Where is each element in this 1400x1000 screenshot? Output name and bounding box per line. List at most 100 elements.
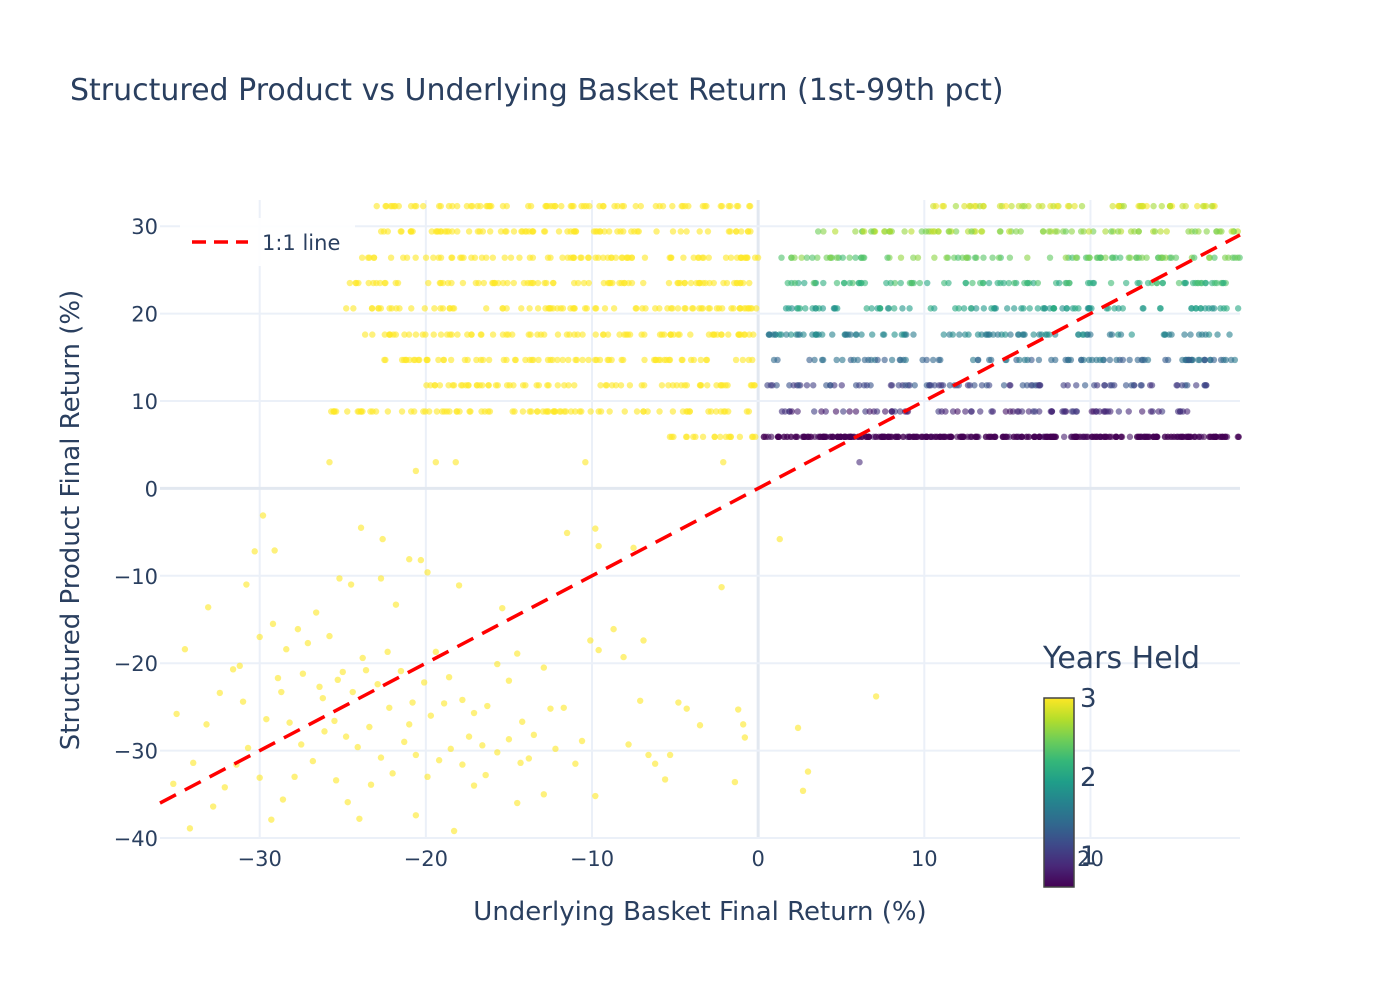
scatter-point (571, 331, 578, 338)
scatter-point (882, 408, 889, 415)
scatter-point (377, 754, 385, 761)
scatter-point (863, 382, 871, 389)
scatter-point (812, 305, 819, 312)
scatter-point (881, 228, 888, 235)
scatter-point (956, 331, 963, 338)
scatter-point (1041, 305, 1049, 312)
scatter-point (818, 408, 825, 415)
scatter-point (541, 228, 549, 235)
scatter-point (783, 331, 790, 338)
scatter-point (1085, 305, 1093, 312)
scatter-point (1157, 228, 1164, 235)
one-to-one-line (159, 233, 1241, 805)
scatter-point (366, 254, 373, 261)
scatter-point (412, 467, 420, 475)
scatter-point (1036, 382, 1044, 389)
scatter-point (1030, 331, 1037, 338)
scatter-point (584, 254, 592, 261)
scatter-point (554, 382, 561, 389)
scatter-point (1060, 433, 1068, 441)
scatter-point (585, 356, 592, 364)
scatter-point (1117, 254, 1124, 261)
scatter-point (735, 331, 743, 338)
scatter-point (1195, 433, 1203, 441)
scatter-point (1128, 331, 1135, 338)
scatter-point (906, 305, 913, 312)
scatter-point (356, 815, 363, 822)
scatter-point (1146, 382, 1154, 389)
scatter-point (1214, 331, 1221, 338)
scatter-point (286, 719, 293, 726)
scatter-point (1081, 433, 1089, 441)
scatter-point (1210, 356, 1218, 364)
scatter-point (592, 792, 599, 800)
scatter-point (974, 356, 982, 364)
scatter-point (1018, 433, 1026, 441)
scatter-point (633, 408, 641, 415)
scatter-point (361, 331, 369, 338)
scatter-point (579, 356, 586, 364)
scatter-point (897, 356, 904, 364)
scatter-point (540, 664, 548, 671)
scatter-point (910, 254, 917, 261)
scatter-point (616, 331, 623, 338)
scatter-point (804, 768, 812, 775)
scatter-point (868, 305, 875, 312)
scatter-point (922, 433, 929, 441)
scatter-point (432, 458, 440, 466)
scatter-point (484, 408, 492, 415)
scatter-point (711, 433, 718, 441)
scatter-point (503, 356, 510, 364)
scatter-point (784, 279, 791, 287)
scatter-point (597, 408, 605, 415)
scatter-point (656, 305, 663, 312)
colorbar-tick-label: 1 (1080, 842, 1097, 872)
scatter-point (510, 228, 518, 235)
scatter-point (863, 305, 870, 312)
scatter-point (386, 331, 394, 338)
scatter-point (732, 228, 740, 235)
scatter-point (833, 254, 840, 261)
x-tick-label: 20 (1077, 847, 1104, 871)
scatter-point (659, 202, 667, 210)
scatter-point (888, 408, 895, 415)
scatter-point (972, 433, 979, 441)
scatter-point (370, 254, 378, 261)
scatter-point (1119, 356, 1127, 364)
scatter-point (321, 728, 328, 735)
scatter-point (1018, 408, 1026, 415)
scatter-point (406, 556, 413, 563)
scatter-point (796, 305, 804, 312)
scatter-point (503, 305, 510, 312)
scatter-point (1006, 254, 1014, 261)
scatter-point (608, 254, 615, 261)
scatter-point (1053, 228, 1061, 235)
scatter-point (554, 331, 562, 338)
scatter-point (1138, 382, 1145, 389)
scatter-point (412, 812, 420, 819)
scatter-point (931, 382, 938, 389)
scatter-point (765, 331, 773, 338)
scatter-point (505, 736, 513, 743)
scatter-point (1150, 202, 1157, 210)
scatter-point (1201, 382, 1209, 389)
scatter-point (746, 202, 753, 210)
scatter-point (861, 279, 869, 287)
scatter-point (819, 305, 827, 312)
scatter-point (749, 433, 757, 441)
scatter-point (945, 228, 952, 235)
scatter-point (581, 305, 589, 312)
scatter-point (397, 228, 404, 235)
scatter-point (980, 254, 987, 261)
scatter-point (457, 254, 464, 261)
scatter-point (477, 356, 485, 364)
scatter-point (722, 433, 730, 441)
scatter-point (564, 254, 571, 261)
scatter-point (713, 305, 721, 312)
scatter-point (1002, 331, 1009, 338)
scatter-point (1163, 228, 1170, 235)
scatter-point (470, 782, 478, 789)
x-tick-label: −30 (238, 847, 282, 871)
